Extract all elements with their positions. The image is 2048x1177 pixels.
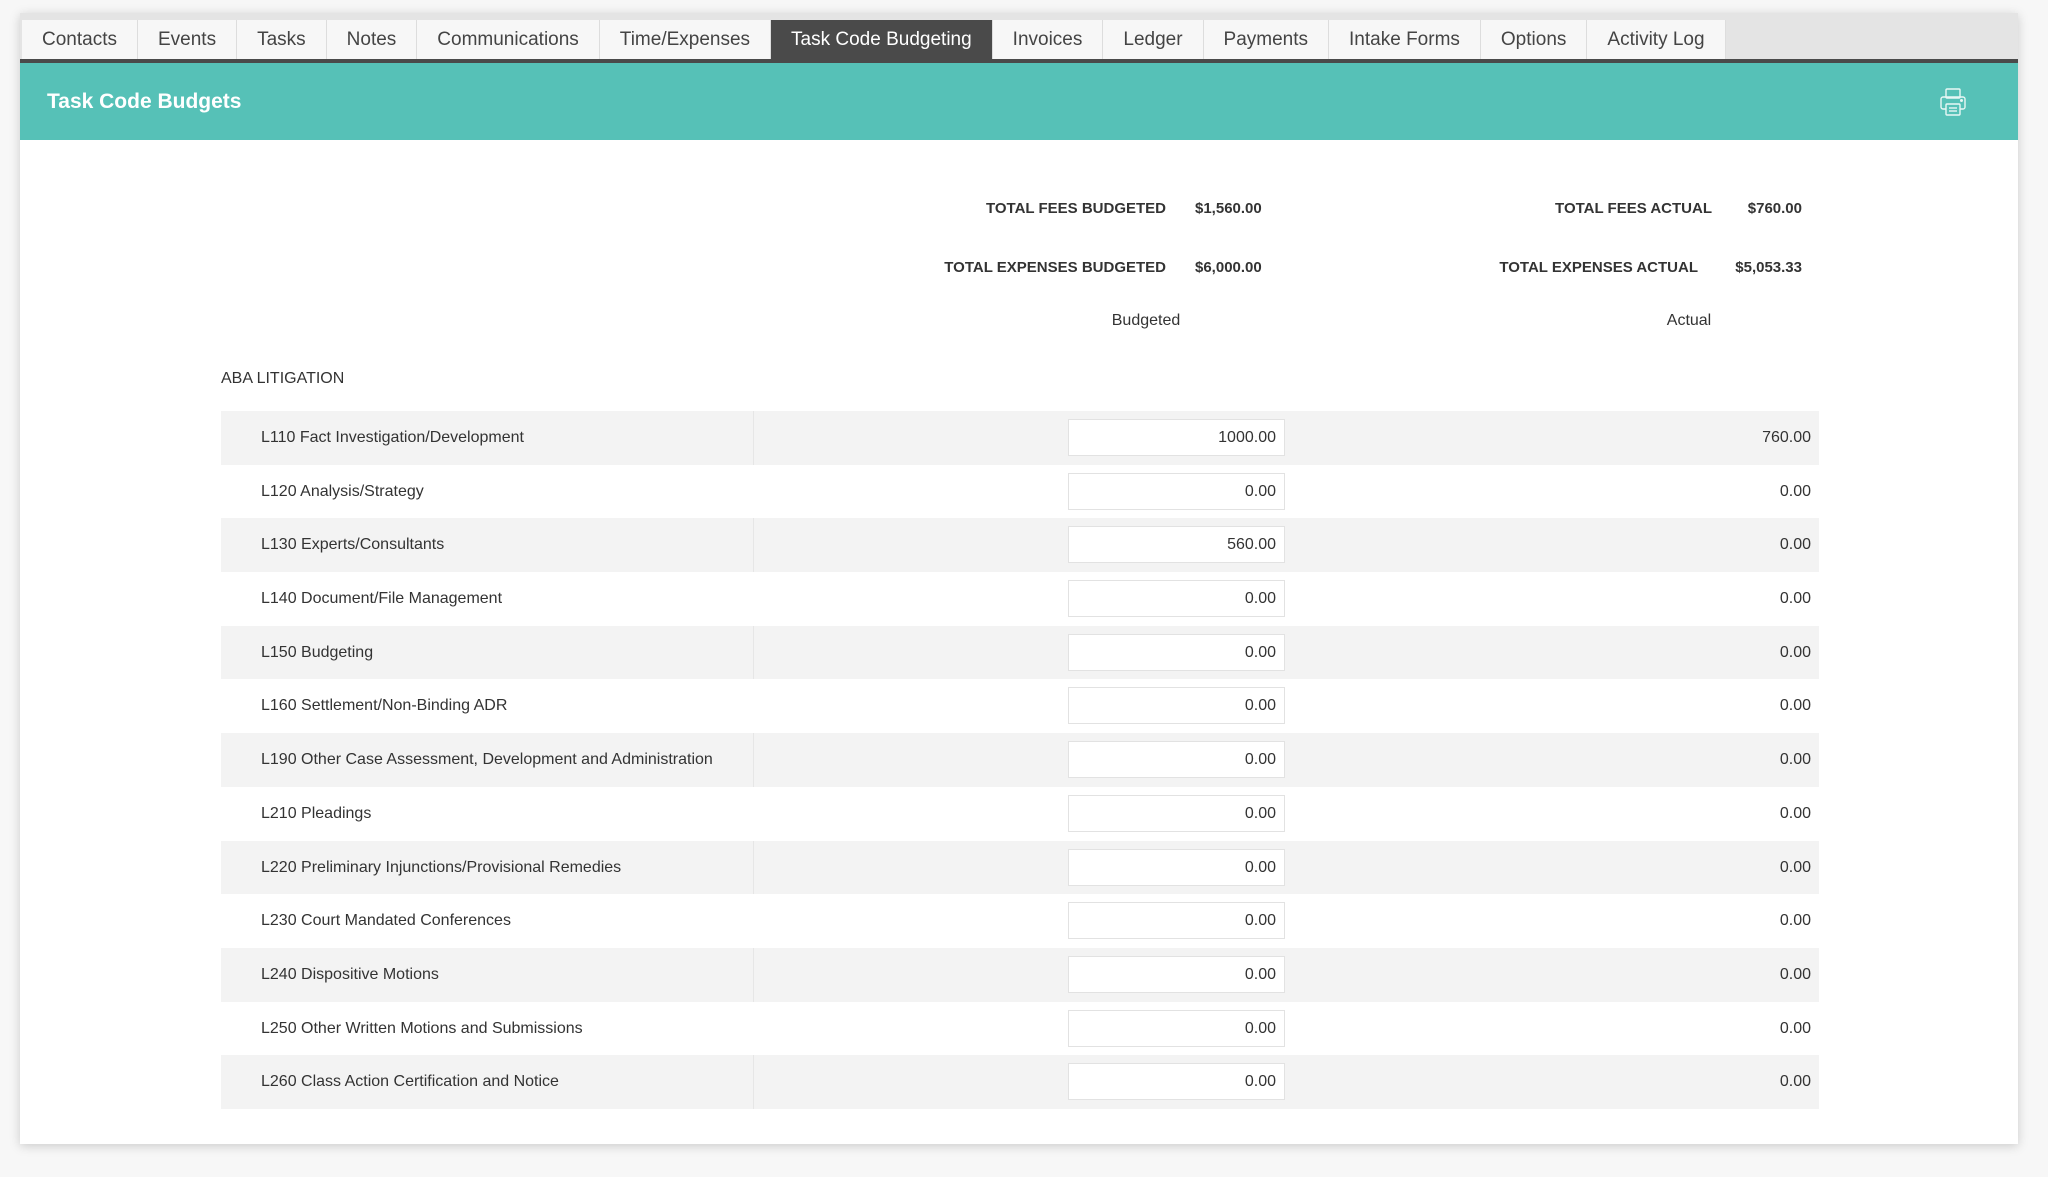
budgeted-amount-input[interactable]: 560.00: [1068, 526, 1285, 564]
table-row: L250 Other Written Motions and Submissio…: [221, 1002, 1819, 1056]
budgeted-amount-input[interactable]: 0.00: [1068, 902, 1285, 940]
task-code-name: L150 Budgeting: [261, 643, 374, 661]
total-expenses-actual-label: TOTAL EXPENSES ACTUAL: [1499, 259, 1698, 276]
column-divider: [753, 947, 754, 1002]
budgeted-amount-input[interactable]: 0.00: [1068, 1063, 1285, 1101]
tab-contacts[interactable]: Contacts: [22, 20, 138, 59]
column-divider: [753, 411, 754, 465]
actual-amount: 0.00: [1779, 912, 1811, 930]
total-expenses-budgeted-value: $6,000.00: [1195, 259, 1262, 276]
table-row: L150 Budgeting 0.00 0.00: [221, 625, 1819, 680]
table-row: L230 Court Mandated Conferences 0.00 0.00: [221, 894, 1819, 948]
budgeted-column-header: Budgeted: [1111, 312, 1181, 329]
task-code-name: L240 Dispositive Motions: [261, 965, 439, 983]
budgeted-amount-input[interactable]: 0.00: [1068, 741, 1285, 779]
actual-amount: 0.00: [1779, 536, 1811, 554]
task-code-name: L210 Pleadings: [261, 804, 372, 822]
actual-amount: 0.00: [1779, 858, 1811, 876]
tab-events[interactable]: Events: [137, 20, 238, 59]
tab-payments[interactable]: Payments: [1203, 20, 1330, 59]
total-fees-budgeted-value: $1,560.00: [1195, 200, 1262, 217]
task-code-name: L140 Document/File Management: [261, 590, 503, 608]
section-title: ABA LITIGATION: [221, 370, 345, 387]
actual-amount: 0.00: [1779, 1073, 1811, 1091]
tab-activity-log[interactable]: Activity Log: [1587, 20, 1726, 59]
table-row: L220 Preliminary Injunctions/Provisional…: [221, 840, 1819, 895]
table-row: L140 Document/File Management 0.00 0.00: [221, 572, 1819, 626]
budgeted-amount-input[interactable]: 0.00: [1068, 580, 1285, 618]
task-code-name: L160 Settlement/Non-Binding ADR: [261, 697, 508, 715]
tabs: Contacts Events Tasks Notes Communications Ti…: [22, 20, 1726, 59]
task-code-budgets-panel: Contacts Events Tasks Notes Communications Ti…: [20, 13, 2018, 1144]
table-row: L120 Analysis/Strategy 0.00 0.00: [221, 465, 1819, 519]
task-code-name: L250 Other Written Motions and Submissio…: [261, 1019, 583, 1037]
tab-intake-forms[interactable]: Intake Forms: [1329, 20, 1481, 59]
actual-amount: 0.00: [1779, 697, 1811, 715]
table-row: L110 Fact Investigation/Development 1000.…: [221, 411, 1819, 465]
panel-header: Task Code Budgets: [20, 63, 2018, 140]
task-code-name: L120 Analysis/Strategy: [261, 482, 424, 500]
tab-time-expenses[interactable]: Time/Expenses: [599, 20, 772, 59]
tab-options[interactable]: Options: [1480, 20, 1588, 59]
actual-amount: 0.00: [1779, 482, 1811, 500]
tab-ledger[interactable]: Ledger: [1103, 20, 1204, 59]
task-code-table: L110 Fact Investigation/Development 1000.…: [221, 411, 1819, 1109]
task-code-name: L110 Fact Investigation/Development: [261, 429, 524, 446]
table-row: L240 Dispositive Motions 0.00 0.00: [221, 947, 1819, 1002]
budgeted-amount-input[interactable]: 0.00: [1068, 472, 1285, 510]
total-fees-actual-value: $760.00: [1747, 200, 1802, 217]
tab-invoices[interactable]: Invoices: [992, 20, 1104, 59]
total-expenses-budgeted-label: TOTAL EXPENSES BUDGETED: [944, 259, 1166, 276]
table-row: L160 Settlement/Non-Binding ADR 0.00 0.00: [221, 679, 1819, 733]
budgeted-amount-input[interactable]: 0.00: [1068, 794, 1285, 832]
budgeted-amount-input[interactable]: 0.00: [1068, 687, 1285, 725]
printer-icon[interactable]: [1938, 87, 1968, 117]
page-title: Task Code Budgets: [47, 90, 242, 113]
column-divider: [753, 518, 754, 573]
tab-communications[interactable]: Communications: [417, 20, 600, 59]
actual-amount: 0.00: [1779, 804, 1811, 822]
actual-column-header: Actual: [1666, 312, 1712, 329]
task-code-name: L130 Experts/Consultants: [261, 536, 445, 554]
tab-tasks[interactable]: Tasks: [237, 20, 327, 59]
actual-amount: 0.00: [1779, 590, 1811, 608]
column-divider: [753, 733, 754, 787]
table-row: L190 Other Case Assessment, Development …: [221, 733, 1819, 787]
tab-bar: Contacts Events Tasks Notes Communications Ti…: [20, 13, 2018, 63]
actual-amount: 0.00: [1779, 1019, 1811, 1037]
total-expenses-actual-value: $5,053.33: [1735, 259, 1802, 276]
column-divider: [753, 625, 754, 680]
task-code-name: L220 Preliminary Injunctions/Provisional…: [261, 858, 622, 876]
actual-amount: 760.00: [1762, 429, 1811, 446]
table-row: L130 Experts/Consultants 560.00 0.00: [221, 518, 1819, 573]
column-divider: [753, 840, 754, 895]
tab-notes[interactable]: Notes: [326, 20, 418, 59]
actual-amount: 0.00: [1779, 643, 1811, 661]
budgeted-amount-input[interactable]: 0.00: [1068, 633, 1285, 671]
total-fees-actual-label: TOTAL FEES ACTUAL: [1555, 200, 1712, 217]
task-code-name: L260 Class Action Certification and Noti…: [261, 1073, 559, 1091]
column-divider: [753, 1055, 754, 1109]
tab-task-code-budgeting[interactable]: Task Code Budgeting: [771, 20, 993, 59]
budgeted-amount-input[interactable]: 0.00: [1068, 955, 1285, 993]
table-row: L210 Pleadings 0.00 0.00: [221, 787, 1819, 841]
task-code-name: L190 Other Case Assessment, Development …: [261, 751, 713, 769]
total-fees-budgeted-label: TOTAL FEES BUDGETED: [985, 200, 1166, 217]
budgeted-amount-input[interactable]: 0.00: [1068, 848, 1285, 886]
table-row: L260 Class Action Certification and Noti…: [221, 1055, 1819, 1109]
budgeted-amount-input[interactable]: 1000.00: [1068, 419, 1285, 456]
budgeted-amount-input[interactable]: 0.00: [1068, 1009, 1285, 1047]
task-code-name: L230 Court Mandated Conferences: [261, 912, 511, 930]
actual-amount: 0.00: [1779, 965, 1811, 983]
actual-amount: 0.00: [1779, 751, 1811, 769]
